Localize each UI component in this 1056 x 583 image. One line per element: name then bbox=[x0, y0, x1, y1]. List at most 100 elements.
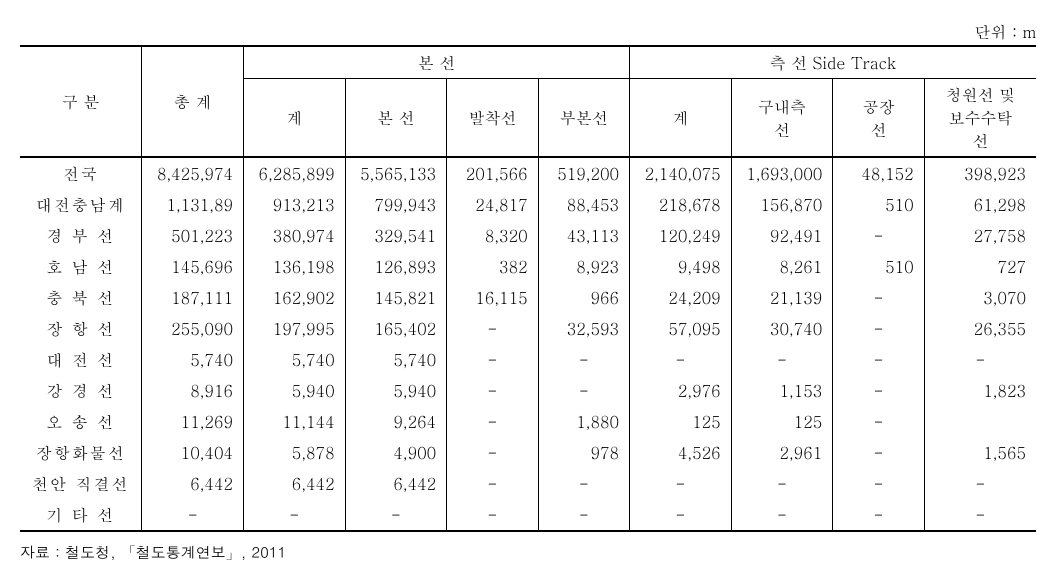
table-cell: 329,541 bbox=[345, 220, 447, 251]
row-label: 경 부 선 bbox=[20, 220, 142, 251]
table-cell: 11,269 bbox=[142, 406, 244, 437]
table-cell: 255,090 bbox=[142, 313, 244, 344]
table-cell: 32,593 bbox=[538, 313, 629, 344]
table-cell: 966 bbox=[538, 282, 629, 313]
table-cell: 2,961 bbox=[731, 437, 833, 468]
table-cell: 398,923 bbox=[924, 157, 1036, 189]
table-cell: 6,442 bbox=[244, 468, 346, 499]
table-cell: 3,070 bbox=[924, 282, 1036, 313]
table-cell: 380,974 bbox=[244, 220, 346, 251]
table-cell: 218,678 bbox=[630, 189, 732, 220]
table-cell: 9,498 bbox=[630, 251, 732, 282]
table-cell: - bbox=[731, 468, 833, 499]
table-cell: 162,902 bbox=[244, 282, 346, 313]
table-cell: - bbox=[447, 468, 538, 499]
table-cell: 1,693,000 bbox=[731, 157, 833, 189]
table-cell: 5,878 bbox=[244, 437, 346, 468]
header-main-bubon: 부본선 bbox=[538, 79, 629, 158]
table-cell: 519,200 bbox=[538, 157, 629, 189]
table-cell: - bbox=[833, 220, 924, 251]
table-cell: 8,320 bbox=[447, 220, 538, 251]
row-label: 호 남 선 bbox=[20, 251, 142, 282]
header-side-cheongwon: 청원선 및보수수탁선 bbox=[924, 79, 1036, 158]
table-cell: 4,526 bbox=[630, 437, 732, 468]
row-label: 기 타 선 bbox=[20, 499, 142, 531]
table-cell: 978 bbox=[538, 437, 629, 468]
header-total: 총 계 bbox=[142, 46, 244, 157]
table-cell: 6,285,899 bbox=[244, 157, 346, 189]
table-cell: 125 bbox=[630, 406, 732, 437]
header-group-main: 본 선 bbox=[244, 46, 630, 79]
table-cell: 8,425,974 bbox=[142, 157, 244, 189]
table-cell: - bbox=[833, 468, 924, 499]
table-cell: - bbox=[924, 499, 1036, 531]
table-cell: 5,565,133 bbox=[345, 157, 447, 189]
rail-table: 구 분 총 계 본 선 측 선 Side Track 계 본 선 발착선 부본선… bbox=[20, 45, 1036, 532]
table-cell: 5,940 bbox=[345, 375, 447, 406]
header-main-balchak: 발착선 bbox=[447, 79, 538, 158]
table-cell: 145,821 bbox=[345, 282, 447, 313]
table-cell: 30,740 bbox=[731, 313, 833, 344]
table-cell: 1,153 bbox=[731, 375, 833, 406]
table-cell: 24,209 bbox=[630, 282, 732, 313]
row-label: 오 송 선 bbox=[20, 406, 142, 437]
table-cell: 24,817 bbox=[447, 189, 538, 220]
table-cell: 92,491 bbox=[731, 220, 833, 251]
table-cell: - bbox=[833, 375, 924, 406]
header-side-sub: 계 bbox=[630, 79, 732, 158]
table-cell: 57,095 bbox=[630, 313, 732, 344]
table-cell: 913,213 bbox=[244, 189, 346, 220]
table-cell: 156,870 bbox=[731, 189, 833, 220]
header-side-gongjang: 공장선 bbox=[833, 79, 924, 158]
row-label: 전국 bbox=[20, 157, 142, 189]
table-cell: 11,144 bbox=[244, 406, 346, 437]
table-cell: - bbox=[447, 406, 538, 437]
table-cell: - bbox=[447, 437, 538, 468]
table-cell: - bbox=[244, 499, 346, 531]
header-main-bonseon: 본 선 bbox=[345, 79, 447, 158]
table-cell: 382 bbox=[447, 251, 538, 282]
table-cell: 8,923 bbox=[538, 251, 629, 282]
table-cell: 16,115 bbox=[447, 282, 538, 313]
table-cell: 48,152 bbox=[833, 157, 924, 189]
table-cell: 6,442 bbox=[345, 468, 447, 499]
table-cell: 125 bbox=[731, 406, 833, 437]
table-cell: 61,298 bbox=[924, 189, 1036, 220]
row-label: 강 경 선 bbox=[20, 375, 142, 406]
table-cell: 510 bbox=[833, 251, 924, 282]
table-cell: - bbox=[630, 344, 732, 375]
table-cell: - bbox=[833, 406, 924, 437]
table-cell: 2,140,075 bbox=[630, 157, 732, 189]
table-cell: - bbox=[447, 344, 538, 375]
table-cell: - bbox=[447, 375, 538, 406]
table-cell: - bbox=[833, 499, 924, 531]
header-category: 구 분 bbox=[20, 46, 142, 157]
table-cell: 10,404 bbox=[142, 437, 244, 468]
table-cell: - bbox=[538, 375, 629, 406]
table-cell: - bbox=[538, 344, 629, 375]
row-label: 천안 직결선 bbox=[20, 468, 142, 499]
table-cell: - bbox=[447, 499, 538, 531]
table-cell: 8,261 bbox=[731, 251, 833, 282]
table-cell: - bbox=[731, 499, 833, 531]
table-cell: 5,940 bbox=[244, 375, 346, 406]
table-cell: 4,900 bbox=[345, 437, 447, 468]
table-cell: 1,565 bbox=[924, 437, 1036, 468]
table-cell: 2,976 bbox=[630, 375, 732, 406]
unit-label: 단위 : m bbox=[20, 20, 1036, 43]
table-cell: - bbox=[833, 282, 924, 313]
table-cell: - bbox=[924, 344, 1036, 375]
table-cell: 201,566 bbox=[447, 157, 538, 189]
table-cell: 1,823 bbox=[924, 375, 1036, 406]
row-label: 대 전 선 bbox=[20, 344, 142, 375]
table-cell: - bbox=[538, 499, 629, 531]
table-cell: 8,916 bbox=[142, 375, 244, 406]
table-cell: - bbox=[630, 499, 732, 531]
row-label: 충 북 선 bbox=[20, 282, 142, 313]
table-cell: - bbox=[833, 313, 924, 344]
table-cell: 187,111 bbox=[142, 282, 244, 313]
table-cell: 145,696 bbox=[142, 251, 244, 282]
header-side-gunae: 구내측선 bbox=[731, 79, 833, 158]
row-label: 장항화물선 bbox=[20, 437, 142, 468]
table-cell: 5,740 bbox=[345, 344, 447, 375]
